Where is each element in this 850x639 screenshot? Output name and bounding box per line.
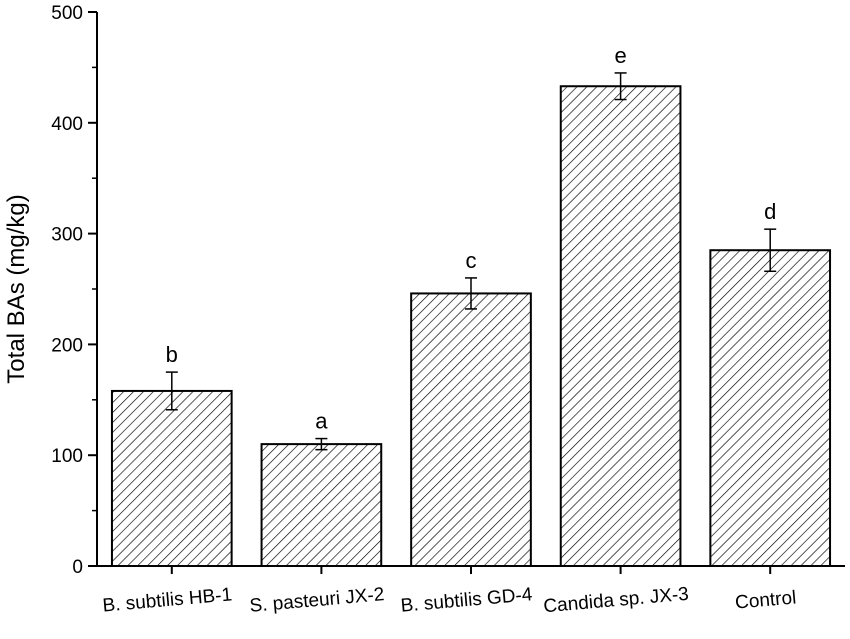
significance-label: a xyxy=(315,409,328,434)
x-category-label: Control xyxy=(734,587,797,613)
significance-label: c xyxy=(466,248,477,273)
significance-label: e xyxy=(614,43,626,68)
y-tick-label: 300 xyxy=(51,225,83,246)
y-tick-label: 100 xyxy=(51,446,83,467)
y-tick-label: 0 xyxy=(72,557,83,578)
significance-labels: b a c e d xyxy=(166,43,777,434)
bar xyxy=(709,249,832,567)
bar xyxy=(559,85,682,568)
x-axis: B. subtilis HB-1 S. pasteuri JX-2 B. subti… xyxy=(96,565,845,618)
bar xyxy=(410,292,532,567)
x-category-label: Candida sp. JX-3 xyxy=(543,584,690,618)
x-category-label: B. subtilis GD-4 xyxy=(400,584,534,616)
bar xyxy=(110,389,233,567)
bar xyxy=(260,443,383,567)
significance-label: d xyxy=(764,199,776,224)
x-category-label: B. subtilis HB-1 xyxy=(102,584,233,616)
x-category-label: S. pasteuri JX-2 xyxy=(249,584,385,617)
y-axis-title: Total BAs (mg/kg) xyxy=(3,194,30,383)
bars xyxy=(110,85,832,568)
significance-label: b xyxy=(166,342,178,367)
y-axis: 0 100 200 300 400 500 xyxy=(51,3,98,578)
y-tick-label: 200 xyxy=(51,335,83,356)
y-tick-label: 400 xyxy=(51,114,83,135)
error-bars xyxy=(165,72,777,451)
y-tick-label: 500 xyxy=(51,3,83,24)
